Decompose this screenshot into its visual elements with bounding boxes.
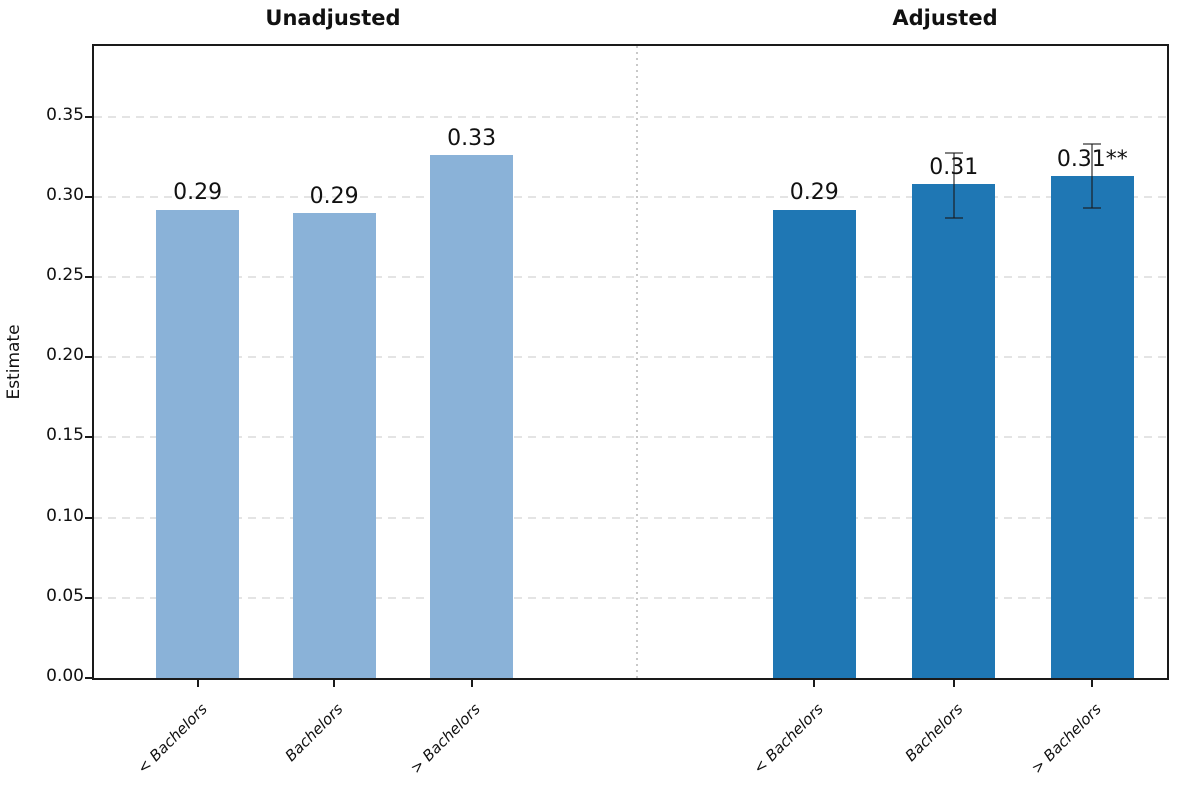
bar (156, 209, 240, 678)
y-tick-label: 0.20 (46, 345, 84, 366)
y-tick-label: 0.35 (46, 104, 84, 125)
y-tick-label: 0.10 (46, 505, 84, 526)
gridline (94, 195, 1167, 198)
bar (772, 209, 856, 678)
error-bar-cap (944, 152, 963, 155)
x-tick-mark (1091, 678, 1094, 687)
gridline (94, 115, 1167, 118)
bar (1050, 175, 1134, 678)
bar-value-label: 0.31** (1056, 146, 1128, 172)
y-axis-title: Estimate (4, 324, 24, 400)
x-tick-mark (196, 678, 199, 687)
y-tick-mark (85, 275, 94, 278)
error-bar-cap (944, 216, 963, 219)
y-tick-mark (85, 115, 94, 118)
plot-area: 0.29 0.29 0.33 0.29 0.31 0.31** (85, 44, 1169, 687)
x-tick-label: Bachelors (281, 700, 347, 765)
y-tick-mark (85, 677, 94, 679)
bar-value-label: 0.33 (447, 125, 497, 151)
gridline (94, 356, 1167, 359)
bar-value-label: 0.29 (173, 180, 223, 206)
y-tick-label: 0.25 (46, 264, 84, 285)
y-tick-mark (85, 596, 94, 599)
error-bar (1091, 143, 1094, 208)
y-tick-label: 0.00 (46, 666, 84, 686)
gridline (94, 596, 1167, 599)
x-tick-mark (813, 678, 816, 687)
bar (292, 212, 376, 678)
panel-title: Unadjusted (265, 6, 401, 30)
x-axis-tick-labels: < Bachelors Bachelors > Bachelors < Bachelo… (92, 690, 1169, 795)
y-axis-tick-labels: 0.00 0.05 0.10 0.15 0.20 0.25 0.30 0.35 (0, 44, 84, 686)
error-bar (952, 153, 955, 218)
x-tick-label: < Bachelors (133, 700, 211, 778)
x-tick-label: > Bachelors (407, 700, 485, 778)
bar-value-label: 0.29 (309, 183, 359, 209)
gridline (94, 436, 1167, 439)
x-tick-mark (952, 678, 955, 687)
y-tick-label: 0.05 (46, 585, 84, 606)
error-bar-cap (1083, 142, 1102, 145)
y-tick-mark (85, 356, 94, 359)
panel-title: Adjusted (892, 6, 998, 30)
x-tick-label: > Bachelors (1027, 700, 1106, 778)
bar (430, 155, 514, 678)
y-tick-label: 0.15 (46, 425, 84, 446)
x-tick-label: Bachelors (901, 700, 967, 765)
x-tick-label: < Bachelors (749, 700, 828, 778)
x-tick-mark (470, 678, 473, 687)
panel-divider (635, 46, 638, 678)
y-tick-label: 0.30 (46, 184, 84, 205)
bar-value-label: 0.29 (789, 180, 839, 206)
x-tick-mark (333, 678, 336, 687)
gridline (94, 275, 1167, 278)
error-bar-cap (1083, 207, 1102, 209)
y-tick-mark (85, 516, 94, 519)
bar-value-label: 0.31 (929, 154, 979, 180)
y-tick-mark (85, 436, 94, 439)
y-tick-mark (85, 195, 94, 198)
gridline (94, 516, 1167, 519)
bar (912, 183, 996, 678)
